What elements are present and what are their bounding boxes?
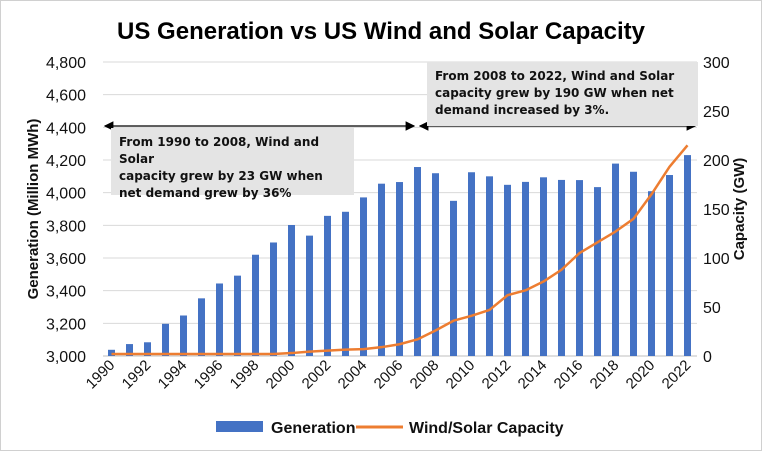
y2-tick-label: 0	[703, 349, 712, 366]
legend-capacity-label: Wind/Solar Capacity	[409, 420, 564, 437]
legend-generation-swatch	[216, 421, 263, 432]
x-tick-label: 2006	[371, 357, 407, 393]
bar-1999	[270, 242, 277, 356]
bar-2011	[486, 176, 493, 356]
bar-2014	[540, 177, 547, 356]
y2-tick-label: 50	[703, 300, 721, 317]
bar-2017	[594, 187, 601, 356]
bar-2008	[432, 173, 439, 356]
bar-1993	[162, 323, 169, 356]
y-tick-label: 4,800	[46, 55, 86, 72]
y2-tick-label: 150	[703, 202, 730, 219]
annotation-2008-2022: From 2008 to 2022, Wind and Solar capaci…	[427, 62, 698, 126]
y-tick-label: 3,800	[46, 218, 86, 235]
y-tick-label: 3,000	[46, 349, 86, 366]
bar-1997	[234, 275, 241, 356]
y-tick-label: 4,000	[46, 186, 86, 203]
bar-2007	[414, 167, 421, 356]
y-tick-label: 3,600	[46, 251, 86, 268]
y2-tick-label: 250	[703, 104, 730, 121]
annotation-line: From 1990 to 2008, Wind and Solar	[119, 135, 320, 166]
bar-2001	[306, 235, 313, 356]
capacity-line	[111, 144, 689, 356]
y2-axis-title: Capacity (GW)	[731, 158, 748, 261]
bar-2012	[504, 184, 511, 356]
annotation-line: net demand grew by 36%	[119, 186, 292, 200]
bar-2005	[378, 183, 385, 356]
x-tick-label: 2008	[407, 357, 443, 393]
bar-2003	[342, 211, 349, 356]
bar-2009	[450, 200, 457, 356]
bar-2006	[396, 182, 403, 356]
bar-1998	[252, 254, 259, 356]
y-tick-label: 4,200	[46, 153, 86, 170]
legend-generation-label: Generation	[271, 420, 355, 437]
x-tick-label: 1990	[83, 357, 119, 393]
y2-tick-label: 300	[703, 55, 730, 72]
x-tick-label: 1992	[119, 357, 155, 393]
annotation-line: demand increased by 3%.	[435, 103, 610, 117]
bar-2018	[612, 163, 619, 356]
bar-1995	[198, 298, 205, 356]
y2-tick-label: 200	[703, 153, 730, 170]
bar-2010	[468, 172, 475, 356]
x-tick-label: 2012	[479, 357, 515, 393]
chart-title: US Generation vs US Wind and Solar Capac…	[117, 18, 646, 45]
x-tick-label: 2022	[659, 357, 695, 393]
bar-2013	[522, 181, 529, 356]
annotation-line: capacity grew by 23 GW when	[119, 169, 323, 183]
x-tick-label: 1996	[191, 357, 227, 393]
x-tick-label: 2016	[551, 357, 587, 393]
annotation-line: From 2008 to 2022, Wind and Solar	[435, 69, 675, 83]
bar-2002	[324, 215, 331, 356]
x-tick-label: 1994	[155, 357, 191, 393]
bar-1992	[144, 342, 151, 356]
bar-1996	[216, 283, 223, 356]
bar-2022	[684, 155, 691, 356]
x-tick-label: 1998	[227, 357, 263, 393]
y-tick-label: 3,400	[46, 284, 86, 301]
x-tick-label: 2014	[515, 357, 551, 393]
bar-2000	[288, 225, 295, 356]
bar-2019	[630, 171, 637, 356]
y-tick-label: 4,600	[46, 88, 86, 105]
bar-2016	[576, 180, 583, 356]
x-tick-label: 2000	[263, 357, 299, 393]
x-tick-label: 2004	[335, 357, 371, 393]
x-tick-label: 2018	[587, 357, 623, 393]
y-axis-title: Generation (Million MWh)	[25, 119, 42, 300]
x-tick-label: 2020	[623, 357, 659, 393]
y2-tick-label: 100	[703, 251, 730, 268]
bar-2021	[666, 175, 673, 356]
bar-2020	[648, 191, 655, 356]
annotation-line: capacity grew by 190 GW when net	[435, 86, 674, 100]
y-tick-label: 3,200	[46, 316, 86, 333]
bar-1994	[180, 315, 187, 356]
bar-2015	[558, 179, 565, 356]
y-tick-label: 4,400	[46, 120, 86, 137]
bar-2004	[360, 197, 367, 356]
x-tick-label: 2002	[299, 357, 335, 393]
annotation-1990-2008: From 1990 to 2008, Wind and Solar capaci…	[111, 128, 354, 200]
x-tick-label: 2010	[443, 357, 479, 393]
bar-1991	[126, 344, 133, 356]
